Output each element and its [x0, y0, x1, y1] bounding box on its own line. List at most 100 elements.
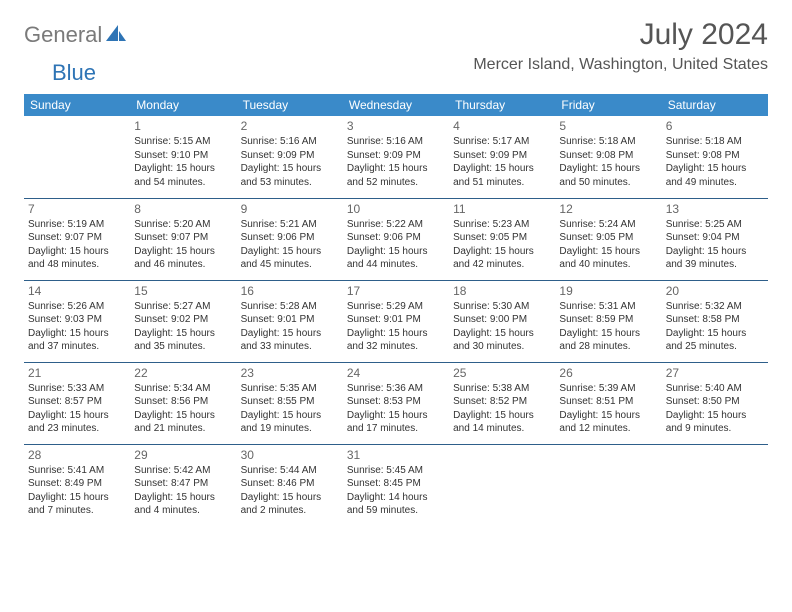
cell-line-sr: Sunrise: 5:40 AM — [666, 382, 764, 396]
cell-line-d2: and 48 minutes. — [28, 258, 126, 272]
calendar-cell: 22Sunrise: 5:34 AMSunset: 8:56 PMDayligh… — [130, 362, 236, 444]
cell-line-d2: and 2 minutes. — [241, 504, 339, 518]
calendar-cell: 6Sunrise: 5:18 AMSunset: 9:08 PMDaylight… — [662, 116, 768, 198]
cell-line-ss: Sunset: 9:07 PM — [134, 231, 232, 245]
calendar-cell — [662, 444, 768, 526]
cell-line-d2: and 49 minutes. — [666, 176, 764, 190]
cell-line-d1: Daylight: 15 hours — [241, 409, 339, 423]
cell-line-d1: Daylight: 15 hours — [28, 245, 126, 259]
cell-line-d2: and 17 minutes. — [347, 422, 445, 436]
cell-line-d1: Daylight: 15 hours — [666, 409, 764, 423]
cell-line-ss: Sunset: 8:47 PM — [134, 477, 232, 491]
calendar-cell: 21Sunrise: 5:33 AMSunset: 8:57 PMDayligh… — [24, 362, 130, 444]
day-number: 6 — [666, 118, 764, 134]
day-header: Friday — [555, 94, 661, 116]
calendar-cell: 8Sunrise: 5:20 AMSunset: 9:07 PMDaylight… — [130, 198, 236, 280]
cell-line-ss: Sunset: 8:59 PM — [559, 313, 657, 327]
cell-line-ss: Sunset: 9:03 PM — [28, 313, 126, 327]
day-number: 29 — [134, 447, 232, 463]
cell-line-d1: Daylight: 15 hours — [559, 162, 657, 176]
cell-line-sr: Sunrise: 5:42 AM — [134, 464, 232, 478]
cell-line-d1: Daylight: 15 hours — [666, 245, 764, 259]
cell-line-d2: and 42 minutes. — [453, 258, 551, 272]
cell-line-ss: Sunset: 9:02 PM — [134, 313, 232, 327]
cell-line-d2: and 35 minutes. — [134, 340, 232, 354]
cell-line-sr: Sunrise: 5:36 AM — [347, 382, 445, 396]
cell-line-ss: Sunset: 9:06 PM — [347, 231, 445, 245]
day-number: 15 — [134, 283, 232, 299]
cell-line-d1: Daylight: 14 hours — [347, 491, 445, 505]
cell-line-d2: and 4 minutes. — [134, 504, 232, 518]
cell-line-ss: Sunset: 8:51 PM — [559, 395, 657, 409]
cell-line-sr: Sunrise: 5:44 AM — [241, 464, 339, 478]
cell-line-d2: and 50 minutes. — [559, 176, 657, 190]
calendar-cell: 18Sunrise: 5:30 AMSunset: 9:00 PMDayligh… — [449, 280, 555, 362]
calendar-table: Sunday Monday Tuesday Wednesday Thursday… — [24, 94, 768, 526]
cell-line-d2: and 39 minutes. — [666, 258, 764, 272]
calendar-cell: 11Sunrise: 5:23 AMSunset: 9:05 PMDayligh… — [449, 198, 555, 280]
cell-line-d2: and 54 minutes. — [134, 176, 232, 190]
cell-line-d1: Daylight: 15 hours — [347, 327, 445, 341]
cell-line-d2: and 21 minutes. — [134, 422, 232, 436]
day-number: 17 — [347, 283, 445, 299]
day-header: Saturday — [662, 94, 768, 116]
calendar-row: 28Sunrise: 5:41 AMSunset: 8:49 PMDayligh… — [24, 444, 768, 526]
day-number: 11 — [453, 201, 551, 217]
day-header: Monday — [130, 94, 236, 116]
cell-line-ss: Sunset: 9:01 PM — [347, 313, 445, 327]
day-number: 1 — [134, 118, 232, 134]
cell-line-ss: Sunset: 8:49 PM — [28, 477, 126, 491]
cell-line-d1: Daylight: 15 hours — [134, 162, 232, 176]
cell-line-d2: and 51 minutes. — [453, 176, 551, 190]
calendar-cell: 28Sunrise: 5:41 AMSunset: 8:49 PMDayligh… — [24, 444, 130, 526]
calendar-cell: 20Sunrise: 5:32 AMSunset: 8:58 PMDayligh… — [662, 280, 768, 362]
cell-line-ss: Sunset: 9:08 PM — [666, 149, 764, 163]
cell-line-ss: Sunset: 9:05 PM — [559, 231, 657, 245]
cell-line-d1: Daylight: 15 hours — [453, 327, 551, 341]
cell-line-d2: and 59 minutes. — [347, 504, 445, 518]
day-number: 4 — [453, 118, 551, 134]
calendar-cell: 16Sunrise: 5:28 AMSunset: 9:01 PMDayligh… — [237, 280, 343, 362]
calendar-cell: 26Sunrise: 5:39 AMSunset: 8:51 PMDayligh… — [555, 362, 661, 444]
cell-line-d2: and 25 minutes. — [666, 340, 764, 354]
day-number: 25 — [453, 365, 551, 381]
calendar-cell: 3Sunrise: 5:16 AMSunset: 9:09 PMDaylight… — [343, 116, 449, 198]
cell-line-d1: Daylight: 15 hours — [559, 409, 657, 423]
day-number: 2 — [241, 118, 339, 134]
cell-line-sr: Sunrise: 5:15 AM — [134, 135, 232, 149]
logo: General — [24, 22, 128, 48]
calendar-cell: 19Sunrise: 5:31 AMSunset: 8:59 PMDayligh… — [555, 280, 661, 362]
cell-line-ss: Sunset: 9:09 PM — [241, 149, 339, 163]
cell-line-sr: Sunrise: 5:18 AM — [559, 135, 657, 149]
cell-line-sr: Sunrise: 5:28 AM — [241, 300, 339, 314]
cell-line-sr: Sunrise: 5:24 AM — [559, 218, 657, 232]
day-number: 27 — [666, 365, 764, 381]
day-number: 20 — [666, 283, 764, 299]
day-number: 7 — [28, 201, 126, 217]
calendar-cell: 30Sunrise: 5:44 AMSunset: 8:46 PMDayligh… — [237, 444, 343, 526]
cell-line-d1: Daylight: 15 hours — [453, 162, 551, 176]
cell-line-d2: and 23 minutes. — [28, 422, 126, 436]
cell-line-d1: Daylight: 15 hours — [347, 409, 445, 423]
cell-line-sr: Sunrise: 5:33 AM — [28, 382, 126, 396]
cell-line-ss: Sunset: 8:50 PM — [666, 395, 764, 409]
day-number: 12 — [559, 201, 657, 217]
calendar-cell: 2Sunrise: 5:16 AMSunset: 9:09 PMDaylight… — [237, 116, 343, 198]
cell-line-d2: and 52 minutes. — [347, 176, 445, 190]
day-number: 21 — [28, 365, 126, 381]
logo-text-general: General — [24, 22, 102, 48]
day-number: 13 — [666, 201, 764, 217]
month-title: July 2024 — [473, 18, 768, 52]
cell-line-d2: and 44 minutes. — [347, 258, 445, 272]
calendar-cell: 15Sunrise: 5:27 AMSunset: 9:02 PMDayligh… — [130, 280, 236, 362]
day-number: 9 — [241, 201, 339, 217]
cell-line-d2: and 7 minutes. — [28, 504, 126, 518]
cell-line-d2: and 53 minutes. — [241, 176, 339, 190]
day-number: 8 — [134, 201, 232, 217]
cell-line-d1: Daylight: 15 hours — [241, 491, 339, 505]
title-block: July 2024 Mercer Island, Washington, Uni… — [473, 18, 768, 74]
cell-line-sr: Sunrise: 5:27 AM — [134, 300, 232, 314]
calendar-cell: 31Sunrise: 5:45 AMSunset: 8:45 PMDayligh… — [343, 444, 449, 526]
day-number: 14 — [28, 283, 126, 299]
logo-sail-icon — [104, 23, 128, 48]
